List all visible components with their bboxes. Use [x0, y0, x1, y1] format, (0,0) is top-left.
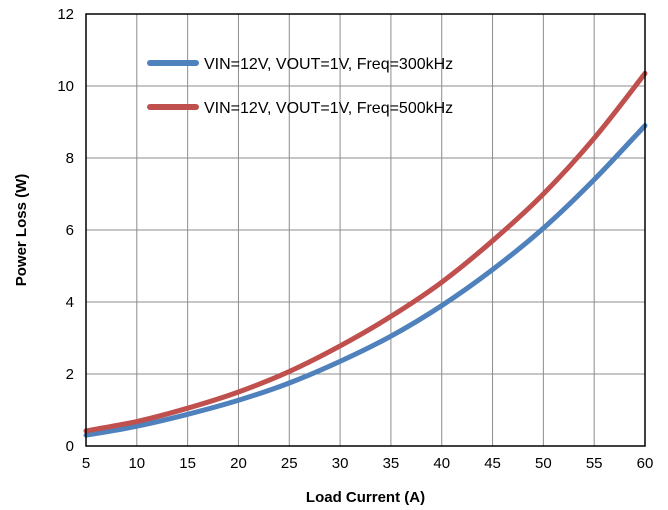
- x-tick-label-5: 30: [332, 455, 349, 472]
- y-tick-label-0: 0: [66, 438, 74, 455]
- x-tick-label-4: 25: [281, 455, 298, 472]
- grid: [85, 13, 646, 447]
- x-tick-label-8: 45: [484, 455, 501, 472]
- tick-labels: 5 10 15 20 25 30 35 40 45 50 55 60 0 2 4 6 8 10 12: [57, 6, 653, 472]
- y-tick-label-4: 8: [66, 150, 74, 167]
- y-tick-label-2: 4: [66, 294, 74, 311]
- series-line-2: [83, 70, 648, 434]
- x-tick-label-6: 35: [383, 455, 400, 472]
- y-axis-title: Power Loss (W): [13, 174, 30, 287]
- x-tick-label-3: 20: [230, 455, 247, 472]
- series-lines: [83, 70, 648, 438]
- x-tick-label-2: 15: [179, 455, 196, 472]
- x-tick-label-11: 60: [637, 455, 654, 472]
- x-tick-label-7: 40: [433, 455, 450, 472]
- y-tick-label-3: 6: [66, 222, 74, 239]
- x-tick-label-9: 50: [535, 455, 552, 472]
- plot-frame: [85, 13, 646, 447]
- y-tick-label-5: 10: [57, 78, 74, 95]
- x-tick-label-0: 5: [82, 455, 90, 472]
- x-tick-label-1: 10: [128, 455, 145, 472]
- y-tick-label-6: 12: [57, 6, 74, 23]
- x-axis-title: Load Current (A): [306, 489, 425, 506]
- legend: VIN=12V, VOUT=1V, Freq=300kHz VIN=12V, VO…: [147, 56, 453, 117]
- legend-label-2: VIN=12V, VOUT=1V, Freq=500kHz: [204, 100, 453, 117]
- x-tick-label-10: 55: [586, 455, 603, 472]
- legend-label-1: VIN=12V, VOUT=1V, Freq=300kHz: [204, 56, 453, 73]
- y-tick-label-1: 2: [66, 366, 74, 383]
- series-line-1: [83, 123, 648, 438]
